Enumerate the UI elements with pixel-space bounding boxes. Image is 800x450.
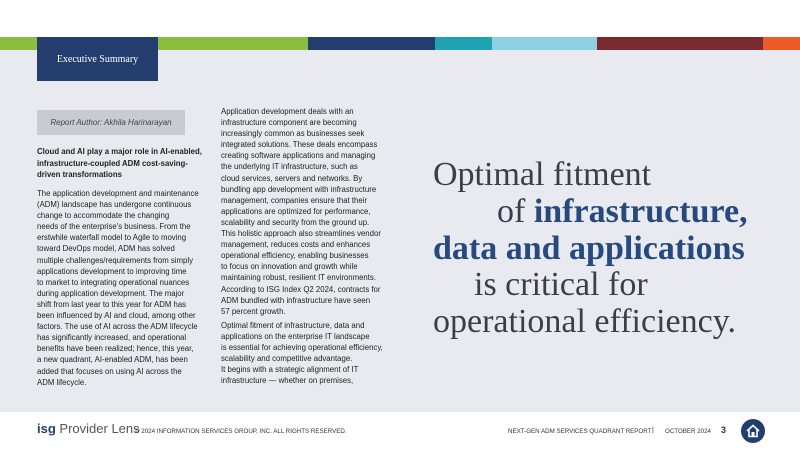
body-line: multiple challenges/requirements from si… (37, 255, 193, 265)
body-line: management, companies ensure that their (221, 195, 368, 205)
quote-line: operational efficiency. (433, 304, 736, 340)
left-body: The application development and maintena… (37, 188, 199, 388)
body-line: The application development and maintena… (37, 189, 199, 198)
body-line: added that focuses on using AI across th… (37, 366, 182, 376)
body-line: applications on the enterprise IT landsc… (221, 332, 370, 342)
body-line: management, reduces costs and enhances (221, 240, 371, 250)
stripe (435, 37, 492, 50)
body-line: is essential for achieving operational e… (221, 343, 383, 353)
home-button[interactable] (741, 419, 765, 443)
copyright: © 2024 INFORMATION SERVICES GROUP, INC. … (135, 428, 347, 435)
logo-brand: isg (37, 421, 56, 436)
body-line: change to accommodate the changing (37, 211, 170, 221)
middle-paragraph: Optimal fitment of infrastructure, data … (221, 320, 383, 387)
body-line: Application development deals with an (221, 107, 354, 116)
quote-text: Optimal fitment (433, 156, 652, 193)
quote-emphasis: infrastructure, (533, 193, 748, 230)
stripe (763, 37, 800, 50)
quote-line: of infrastructure, (497, 194, 748, 230)
heading-line: infrastructure-coupled ADM cost-saving- (37, 158, 188, 168)
report-title: NEXT-GEN ADM SERVICES QUADRANT REPORT (508, 428, 652, 435)
quote-text: of (497, 193, 534, 230)
body-line: bundling app development with infrastruc… (221, 184, 377, 194)
separator: | (652, 427, 654, 434)
quote-text: operational efficiency. (433, 303, 737, 340)
body-line: shift from last year to this year for AD… (37, 299, 187, 309)
body-line: (ADM) landscape has undergone continuous (37, 200, 192, 210)
stripe (492, 37, 597, 50)
middle-paragraph: Application development deals with an inf… (221, 106, 381, 317)
body-line: Optimal fitment of infrastructure, data … (221, 321, 365, 330)
author: Report Author: Akhila Harinarayan (37, 110, 185, 135)
page-number: 3 (721, 425, 727, 435)
body-line: toward DevOps model, ADM has solved (37, 244, 175, 254)
body-line: has significantly increased, and operati… (37, 333, 187, 343)
stripe (308, 37, 435, 50)
body-line: According to ISG Index Q2 2024, contract… (221, 284, 381, 294)
stripe (597, 37, 763, 50)
body-line: the underlying IT infrastructure, such a… (221, 162, 358, 172)
body-line: benefits have been realized; hence, this… (37, 344, 194, 354)
heading-line: driven transformations (37, 170, 122, 180)
body-line: during application development. The majo… (37, 288, 185, 298)
body-line: maintaining robust, resilient IT environ… (221, 273, 377, 283)
body-line: It begins with a strategic alignment of … (221, 365, 359, 375)
quote-line: Optimal fitment (433, 157, 651, 193)
quote-line: data and applications (433, 231, 745, 267)
section-tab: Executive Summary (37, 37, 158, 81)
logo-product: Provider Lens (59, 421, 140, 436)
body-line: ADM lifecycle. (37, 377, 87, 387)
body-line: scalability and security from the ground… (221, 217, 370, 227)
quote-text: is critical for (474, 266, 648, 303)
body-line: infrastructure component are becoming (221, 118, 357, 128)
body-line: erstwhile waterfall model to Agile to mo… (37, 233, 187, 243)
body-line: scalability and competitive advantage. (221, 354, 353, 364)
body-line: applications development to improving ti… (37, 266, 187, 276)
quote-line: is critical for (474, 267, 648, 303)
left-heading: Cloud and AI play a major role in AI-ena… (37, 146, 202, 181)
body-line: been influenced by AI and cloud, among o… (37, 311, 196, 321)
body-line: operational efficiency, enabling busines… (221, 251, 369, 261)
body-line: to focus on innovation and growth while (221, 262, 358, 272)
date: OCTOBER 2024 (665, 428, 711, 435)
body-line: applications are optimized for performan… (221, 206, 371, 216)
body-line: creating software applications and manag… (221, 151, 376, 161)
body-line: needs of the enterprise's business. From… (37, 222, 191, 232)
body-line: ADM bundled with infrastructure have see… (221, 295, 371, 305)
body-line: to market to integrating operational nua… (37, 277, 190, 287)
body-line: This holistic approach also streamlines … (221, 229, 381, 239)
logo: isg Provider Lens (37, 421, 140, 436)
quote-emphasis: data and applications (433, 230, 745, 267)
body-line: integrated solutions. These deals encomp… (221, 140, 378, 150)
body-line: factors. The use of AI across the ADM li… (37, 322, 198, 332)
body-line: 57 percent growth. (221, 306, 286, 316)
body-line: increasingly common as businesses seek (221, 129, 365, 139)
body-line: a new quadrant, AI-enabled ADM, has been (37, 355, 188, 365)
body-line: infrastructure — whether on premises, (221, 376, 354, 386)
body-line: cloud services, servers and networks. By (221, 173, 363, 183)
heading-line: Cloud and AI play a major role in AI-ena… (37, 147, 202, 156)
